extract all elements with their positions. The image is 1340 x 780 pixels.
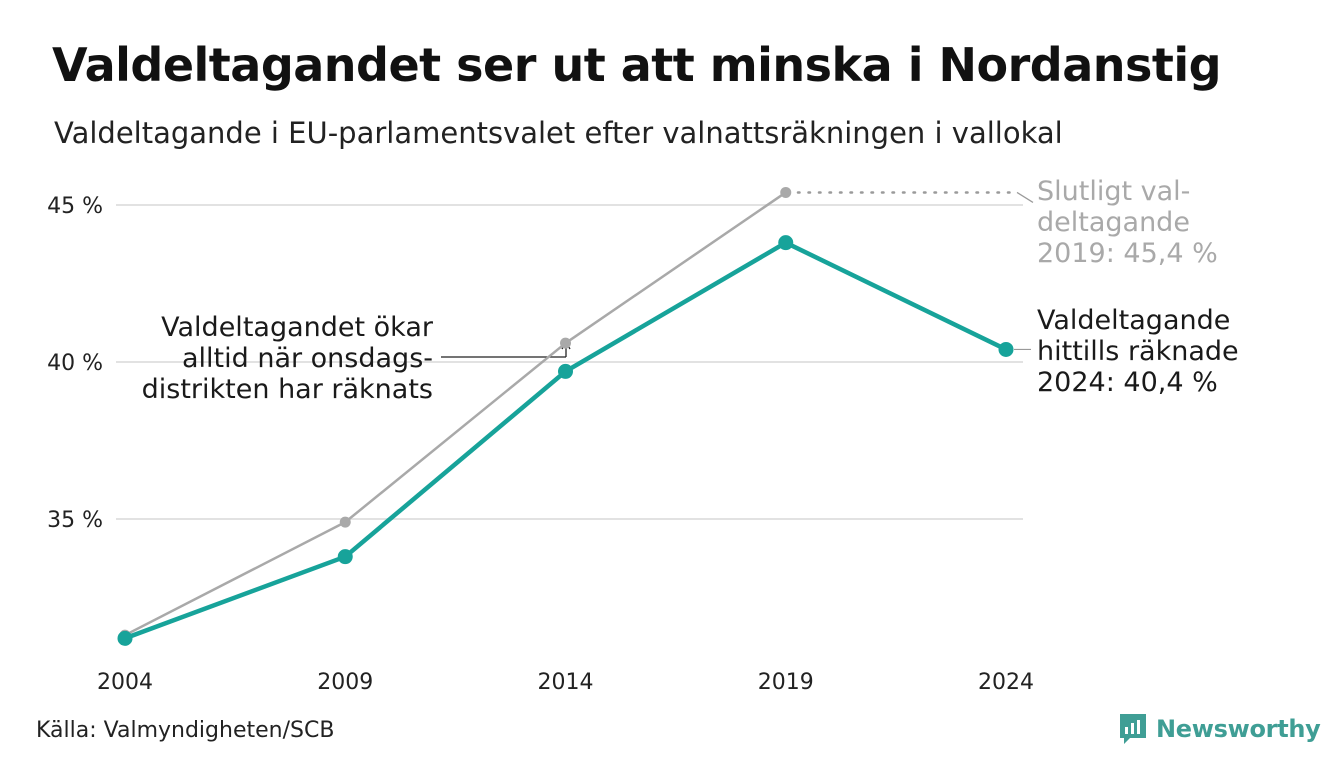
series-layer (117, 186, 1014, 646)
source-note: Källa: Valmyndigheten/SCB (36, 718, 335, 743)
data-point-valnatt (778, 235, 794, 251)
slutligt-annotation-line: Slutligt val- (1037, 176, 1190, 207)
onsdag-annotation: Valdeltagandet ökar alltid när onsdags-di… (142, 312, 434, 405)
chart-subtitle: Valdeltagande i EU-parlamentsvalet efter… (54, 116, 1063, 150)
slutligt-annotation-line: deltagande (1037, 207, 1190, 238)
y-tick-label: 45 % (47, 194, 103, 219)
onsdag-annotation-line: alltid när onsdags- (182, 343, 433, 374)
brand[interactable]: Newsworthy (1118, 712, 1321, 746)
x-tick-label: 2004 (97, 670, 153, 695)
data-point-valnatt (998, 341, 1014, 357)
hittills-annotation-line: 2024: 40,4 % (1037, 367, 1218, 398)
hittills-annotation-line: Valdeltagande (1037, 305, 1230, 336)
series-line-valnatt (124, 240, 1007, 641)
data-point-slutligt (560, 337, 571, 349)
chart-title: Valdeltagandet ser ut att minska i Norda… (52, 38, 1222, 92)
annotation-leaders (441, 191, 1034, 358)
hittills-annotation: Valdeltagande hittills räknade 2024: 40,4 … (1037, 305, 1239, 398)
y-tick-label: 40 % (47, 351, 103, 376)
data-point-slutligt (339, 516, 351, 528)
slutligt-annotation: Slutligt val-deltagande 2019: 45,4 % (1037, 176, 1218, 269)
gridlines (116, 204, 1023, 520)
final-2019-leader-tick (1016, 191, 1034, 203)
newsworthy-logo-icon (1120, 714, 1146, 744)
data-point-valnatt (337, 549, 353, 565)
x-axis-ticks: 2004 2009 2014 2019 2024 (97, 670, 1034, 695)
x-tick-label: 2019 (758, 670, 814, 695)
onsdag-annotation-line: Valdeltagandet ökar (161, 312, 434, 343)
data-point-valnatt (558, 363, 573, 379)
annotations: Valdeltagandet ökar alltid när onsdags-di… (142, 176, 1239, 405)
data-point-slutligt (780, 186, 792, 198)
onsdag-annotation-line: distrikten har räknats (142, 374, 433, 405)
y-tick-label: 35 % (47, 508, 103, 533)
data-point-valnatt (117, 630, 133, 646)
x-tick-label: 2014 (538, 670, 594, 695)
series-line-slutligt (124, 191, 787, 637)
slutligt-annotation-line: 2019: 45,4 % (1037, 238, 1218, 269)
y-axis-ticks: 35 % 40 % 45 % (47, 194, 103, 533)
x-tick-label: 2024 (978, 670, 1034, 695)
hittills-annotation-line: hittills räknade (1037, 336, 1239, 367)
brand-name: Newsworthy (1156, 715, 1321, 743)
x-tick-label: 2009 (317, 670, 373, 695)
